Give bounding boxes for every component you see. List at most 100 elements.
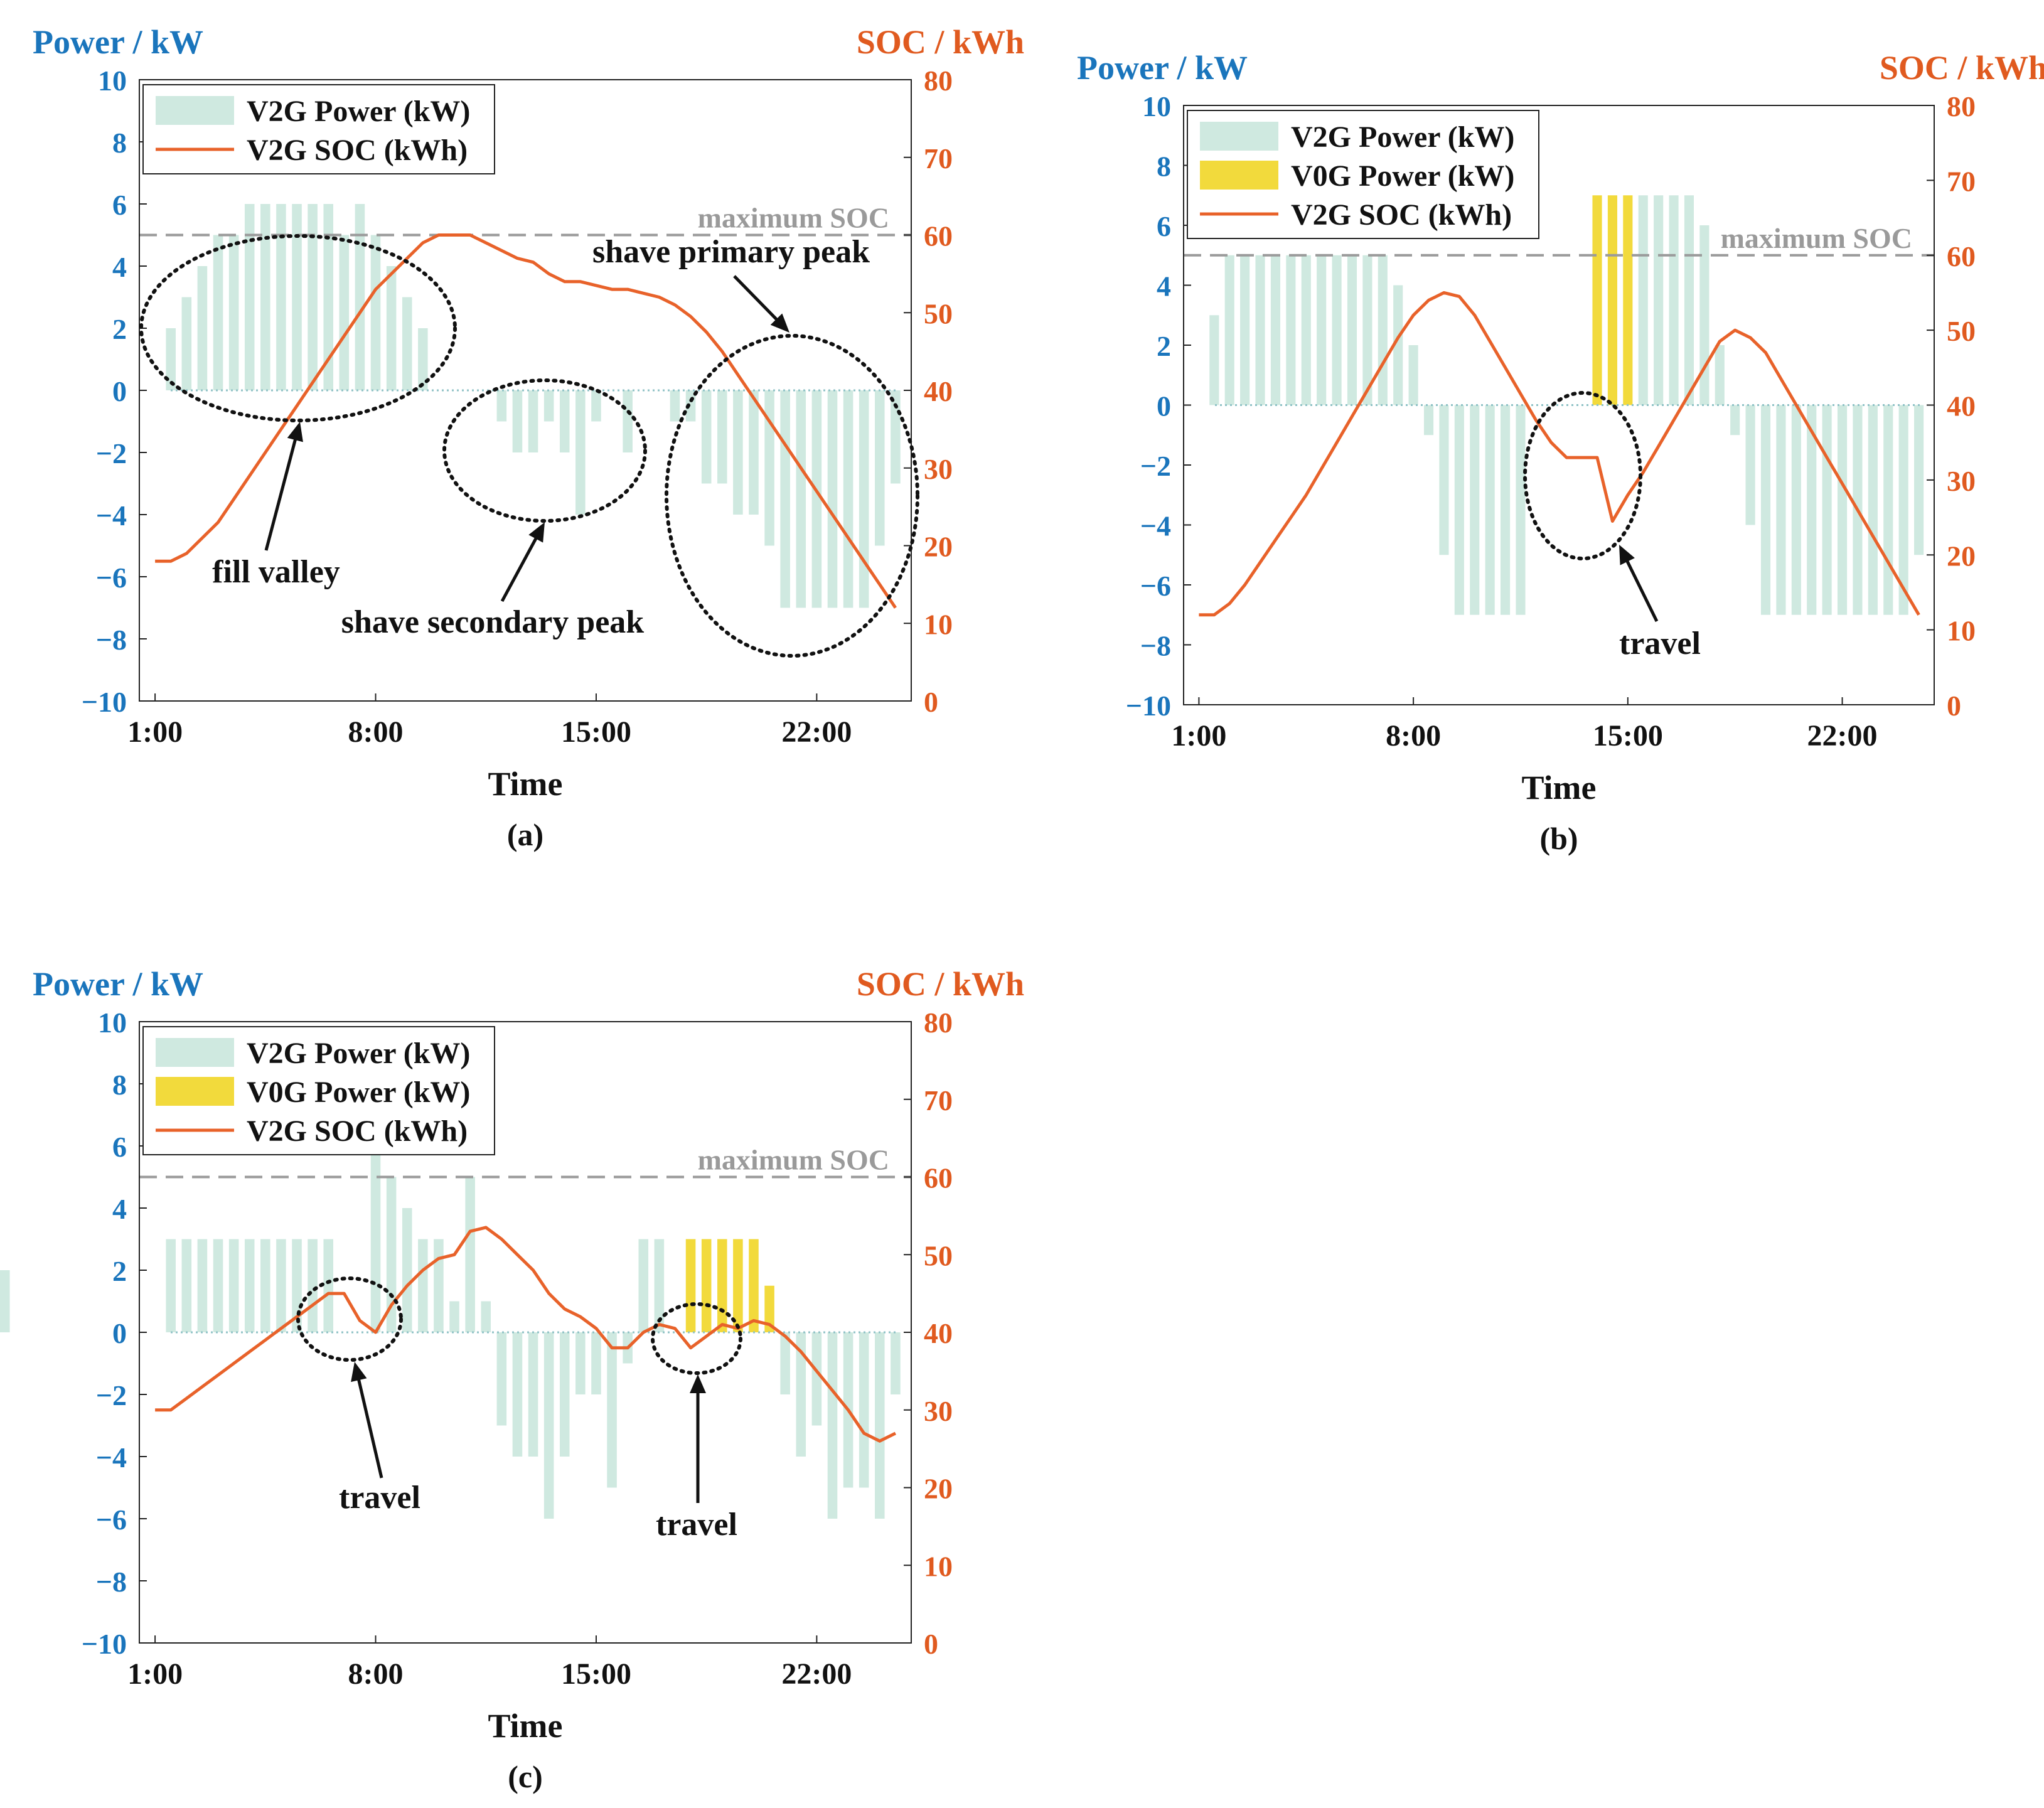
v2g-power-bar [1209,315,1219,405]
v2g-power-bar [197,1239,208,1332]
v2g-power-bar [228,1239,239,1332]
y2-tick-label: 60 [924,1162,953,1194]
v2g-power-bar [1791,405,1801,615]
y2-tick-label: 40 [1947,390,1976,422]
annotation-arrow [733,275,783,326]
right-axis-title: SOC / kWh [1880,49,2044,87]
soc-line [1199,291,1920,617]
v2g-power-bar [717,390,727,484]
v2g-power-bar [528,390,538,452]
y-tick-label: 0 [1157,390,1171,422]
v2g-power-bar [1270,255,1281,405]
v2g-power-bar [213,1239,223,1332]
x-tick-label: 1:00 [127,715,183,749]
y-tick-label: 0 [112,375,127,407]
v2g-power-bar [591,390,601,422]
y-tick-label: −8 [1140,630,1171,662]
v2g-power-bar [228,235,239,390]
x-axis-title: Time [1522,769,1597,806]
v2g-power-bar [181,1239,192,1332]
v2g-power-bar [543,390,554,422]
soc-line [155,233,897,609]
v2g-power-bar [308,1239,318,1332]
legend-label: V2G SOC (kWh) [247,134,468,167]
x-tick-label: 15:00 [561,1657,631,1691]
y2-tick-label: 80 [924,65,953,97]
v2g-power-bar [244,1239,255,1332]
v2g-power-bar [670,390,680,422]
v2g-power-bar [733,390,743,515]
v2g-power-bar [559,1332,570,1457]
panel-label: (a) [507,817,543,852]
v2g-power-bar [465,1177,475,1332]
panel-a: Power / kW SOC / kWh maximum SOC −10 −8 −6 −4 −… [33,23,1024,852]
annotation-label: travel [339,1480,420,1516]
y-tick-label: 2 [1157,330,1171,362]
panel-b: Power / kW SOC / kWh maximum SOC −10 −8 −6 −4 −… [1077,49,2044,856]
legend-swatch [1200,161,1278,190]
v2g-power-bar [1898,405,1908,615]
annotation-arrowhead [287,422,303,442]
annotation-label: shave secondary peak [341,604,645,640]
y-tick-label: 2 [112,313,127,345]
v2g-power-bar [323,204,334,390]
v2g-power-bar [1393,285,1403,405]
v2g-power-bar [875,390,885,546]
y-tick-label: 4 [112,1193,127,1225]
y2-tick-label: 10 [924,608,953,640]
y-tick-label: 8 [112,127,127,159]
right-axis-title: SOC / kWh [857,23,1024,61]
x-tick-label: 15:00 [1593,719,1663,752]
v2g-power-bar [166,1239,176,1332]
v2g-power-bar [308,204,318,390]
v2g-power-bar [213,235,223,390]
v2g-power-bar [370,1146,381,1332]
y2-tick-label: 60 [1947,240,1976,272]
v2g-power-bar [1301,255,1311,405]
x-tick-label: 8:00 [348,1657,404,1691]
v2g-power-bar [1730,405,1740,436]
v2g-power-bar [780,1332,790,1394]
v2g-power-bar [764,390,774,546]
x-tick-label: 22:00 [1807,719,1878,752]
v2g-power-bar [386,1177,397,1332]
y-tick-label: −6 [96,1504,127,1536]
y2-tick-label: 50 [924,297,953,329]
v2g-power-bar [607,1332,617,1488]
y-tick-label: −6 [1140,570,1171,602]
v2g-power-bar [1240,255,1250,405]
annotation-arrowhead [351,1362,367,1383]
y2-tick-label: 70 [924,142,953,174]
y-tick-label: −8 [96,1566,127,1598]
v2g-power-bar [260,204,270,390]
y-tick-label: −4 [1140,510,1171,542]
v0g-power-bar [685,1239,696,1332]
y-tick-label: 10 [98,1007,127,1039]
legend-swatch [156,1077,234,1106]
y2-tick-label: 10 [924,1550,953,1582]
x-axis-title: Time [488,765,563,803]
v2g-power-bar [1224,255,1234,405]
y2-tick-label: 50 [924,1239,953,1271]
v2g-power-bar [1347,255,1357,405]
v2g-power-bar [827,1332,838,1519]
v2g-power-bar [496,390,507,422]
y-tick-label: 0 [112,1317,127,1349]
legend-label: V2G Power (kW) [247,1037,470,1070]
v0g-power-bar [749,1239,759,1332]
y2-tick-label: 30 [924,1395,953,1427]
y-tick-label: 6 [112,189,127,221]
y-tick-label: 4 [112,251,127,283]
v2g-power-bar [1654,195,1664,405]
legend-swatch [156,96,234,125]
v2g-power-bar [701,390,712,484]
v2g-power-bar [418,328,428,390]
annotation-arrow [264,432,299,551]
panel-label: (b) [1539,821,1578,856]
v2g-power-bar [1286,255,1296,405]
y2-tick-label: 20 [924,1473,953,1505]
x-tick-label: 8:00 [1386,719,1441,752]
v2g-power-bar [1807,405,1817,615]
v2g-power-bar [575,390,586,515]
